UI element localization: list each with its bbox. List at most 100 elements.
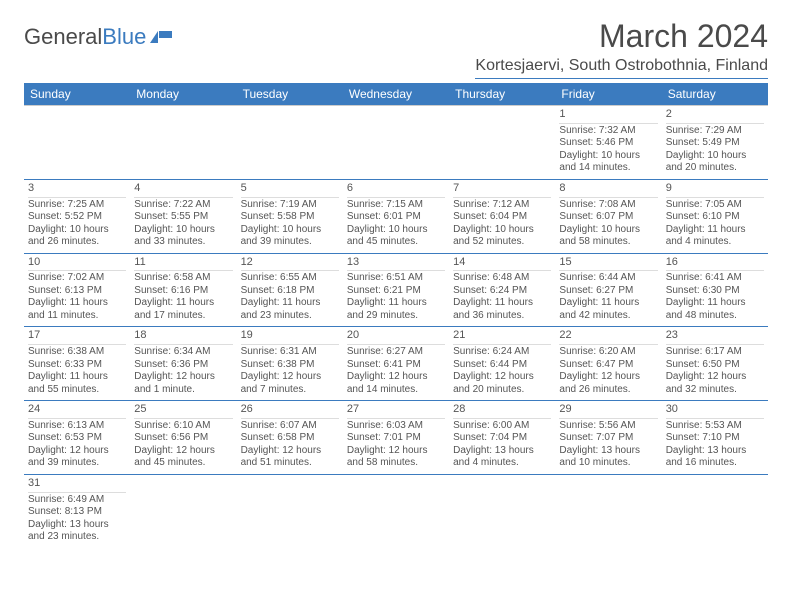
- sunrise-text: Sunrise: 6:44 AM: [559, 272, 657, 285]
- daylight-text: Daylight: 13 hours: [559, 445, 657, 458]
- daylight-text: and 17 minutes.: [134, 310, 232, 323]
- daylight-text: and 32 minutes.: [666, 384, 764, 397]
- daylight-text: Daylight: 12 hours: [241, 371, 339, 384]
- day-number: 4: [134, 182, 232, 198]
- daylight-text: Daylight: 13 hours: [666, 445, 764, 458]
- day-number: 3: [28, 182, 126, 198]
- daylight-text: and 14 minutes.: [347, 384, 445, 397]
- day-number: 5: [241, 182, 339, 198]
- daylight-text: and 14 minutes.: [559, 162, 657, 175]
- calendar-row: 31Sunrise: 6:49 AMSunset: 8:13 PMDayligh…: [24, 474, 768, 547]
- sunset-text: Sunset: 7:07 PM: [559, 432, 657, 445]
- day-number: 31: [28, 477, 126, 493]
- day-number: 19: [241, 329, 339, 345]
- daylight-text: and 11 minutes.: [28, 310, 126, 323]
- sunset-text: Sunset: 6:56 PM: [134, 432, 232, 445]
- calendar-cell: 10Sunrise: 7:02 AMSunset: 6:13 PMDayligh…: [24, 253, 130, 327]
- sunset-text: Sunset: 6:16 PM: [134, 285, 232, 298]
- daylight-text: Daylight: 10 hours: [559, 224, 657, 237]
- day-number: 28: [453, 403, 551, 419]
- weekday-header: Sunday: [24, 83, 130, 106]
- daylight-text: Daylight: 11 hours: [241, 297, 339, 310]
- logo: GeneralBlue: [24, 24, 172, 50]
- sunrise-text: Sunrise: 6:10 AM: [134, 420, 232, 433]
- sunset-text: Sunset: 7:01 PM: [347, 432, 445, 445]
- sunrise-text: Sunrise: 6:41 AM: [666, 272, 764, 285]
- calendar-cell: 19Sunrise: 6:31 AMSunset: 6:38 PMDayligh…: [237, 327, 343, 401]
- daylight-text: and 45 minutes.: [134, 457, 232, 470]
- calendar-cell-empty: [343, 474, 449, 547]
- weekday-header: Tuesday: [237, 83, 343, 106]
- daylight-text: Daylight: 13 hours: [28, 519, 126, 532]
- calendar-cell: 8Sunrise: 7:08 AMSunset: 6:07 PMDaylight…: [555, 179, 661, 253]
- sunset-text: Sunset: 8:13 PM: [28, 506, 126, 519]
- daylight-text: Daylight: 11 hours: [666, 297, 764, 310]
- sunset-text: Sunset: 6:41 PM: [347, 359, 445, 372]
- sunset-text: Sunset: 6:44 PM: [453, 359, 551, 372]
- sunset-text: Sunset: 6:58 PM: [241, 432, 339, 445]
- calendar-cell: 11Sunrise: 6:58 AMSunset: 6:16 PMDayligh…: [130, 253, 236, 327]
- daylight-text: and 26 minutes.: [28, 236, 126, 249]
- daylight-text: Daylight: 10 hours: [666, 150, 764, 163]
- daylight-text: and 51 minutes.: [241, 457, 339, 470]
- sunrise-text: Sunrise: 6:51 AM: [347, 272, 445, 285]
- day-number: 1: [559, 108, 657, 124]
- daylight-text: Daylight: 10 hours: [28, 224, 126, 237]
- calendar-cell: 1Sunrise: 7:32 AMSunset: 5:46 PMDaylight…: [555, 106, 661, 180]
- day-number: 16: [666, 256, 764, 272]
- title-block: March 2024 Kortesjaervi, South Ostroboth…: [475, 18, 768, 79]
- calendar-cell: 16Sunrise: 6:41 AMSunset: 6:30 PMDayligh…: [662, 253, 768, 327]
- calendar-cell: 9Sunrise: 7:05 AMSunset: 6:10 PMDaylight…: [662, 179, 768, 253]
- calendar-cell: 22Sunrise: 6:20 AMSunset: 6:47 PMDayligh…: [555, 327, 661, 401]
- day-number: 25: [134, 403, 232, 419]
- calendar-row: 24Sunrise: 6:13 AMSunset: 6:53 PMDayligh…: [24, 401, 768, 475]
- day-number: 12: [241, 256, 339, 272]
- daylight-text: and 23 minutes.: [28, 531, 126, 544]
- sunrise-text: Sunrise: 6:27 AM: [347, 346, 445, 359]
- daylight-text: Daylight: 11 hours: [28, 297, 126, 310]
- calendar-cell: 14Sunrise: 6:48 AMSunset: 6:24 PMDayligh…: [449, 253, 555, 327]
- day-number: 6: [347, 182, 445, 198]
- daylight-text: and 20 minutes.: [666, 162, 764, 175]
- day-number: 20: [347, 329, 445, 345]
- sunrise-text: Sunrise: 7:02 AM: [28, 272, 126, 285]
- calendar-cell: 21Sunrise: 6:24 AMSunset: 6:44 PMDayligh…: [449, 327, 555, 401]
- calendar-cell: 4Sunrise: 7:22 AMSunset: 5:55 PMDaylight…: [130, 179, 236, 253]
- day-number: 15: [559, 256, 657, 272]
- calendar-cell-empty: [237, 474, 343, 547]
- day-number: 21: [453, 329, 551, 345]
- sunrise-text: Sunrise: 7:12 AM: [453, 199, 551, 212]
- daylight-text: Daylight: 10 hours: [241, 224, 339, 237]
- day-number: 10: [28, 256, 126, 272]
- calendar-cell: 29Sunrise: 5:56 AMSunset: 7:07 PMDayligh…: [555, 401, 661, 475]
- sunrise-text: Sunrise: 7:22 AM: [134, 199, 232, 212]
- daylight-text: Daylight: 10 hours: [453, 224, 551, 237]
- daylight-text: and 20 minutes.: [453, 384, 551, 397]
- sunrise-text: Sunrise: 6:55 AM: [241, 272, 339, 285]
- day-number: 9: [666, 182, 764, 198]
- sunrise-text: Sunrise: 7:15 AM: [347, 199, 445, 212]
- weekday-header: Saturday: [662, 83, 768, 106]
- sunset-text: Sunset: 6:10 PM: [666, 211, 764, 224]
- calendar-cell-empty: [130, 106, 236, 180]
- calendar-cell: 18Sunrise: 6:34 AMSunset: 6:36 PMDayligh…: [130, 327, 236, 401]
- daylight-text: Daylight: 12 hours: [134, 371, 232, 384]
- sunset-text: Sunset: 6:27 PM: [559, 285, 657, 298]
- sunset-text: Sunset: 6:38 PM: [241, 359, 339, 372]
- daylight-text: and 33 minutes.: [134, 236, 232, 249]
- sunrise-text: Sunrise: 5:56 AM: [559, 420, 657, 433]
- logo-flag-icon: [150, 29, 172, 45]
- sunrise-text: Sunrise: 6:49 AM: [28, 494, 126, 507]
- daylight-text: Daylight: 12 hours: [28, 445, 126, 458]
- sunset-text: Sunset: 5:46 PM: [559, 137, 657, 150]
- daylight-text: Daylight: 13 hours: [453, 445, 551, 458]
- calendar-header-row: SundayMondayTuesdayWednesdayThursdayFrid…: [24, 83, 768, 106]
- day-number: 24: [28, 403, 126, 419]
- calendar-cell: 23Sunrise: 6:17 AMSunset: 6:50 PMDayligh…: [662, 327, 768, 401]
- location: Kortesjaervi, South Ostrobothnia, Finlan…: [475, 57, 768, 79]
- sunset-text: Sunset: 5:49 PM: [666, 137, 764, 150]
- day-number: 30: [666, 403, 764, 419]
- logo-text-b: Blue: [102, 24, 146, 49]
- daylight-text: Daylight: 11 hours: [666, 224, 764, 237]
- sunrise-text: Sunrise: 6:24 AM: [453, 346, 551, 359]
